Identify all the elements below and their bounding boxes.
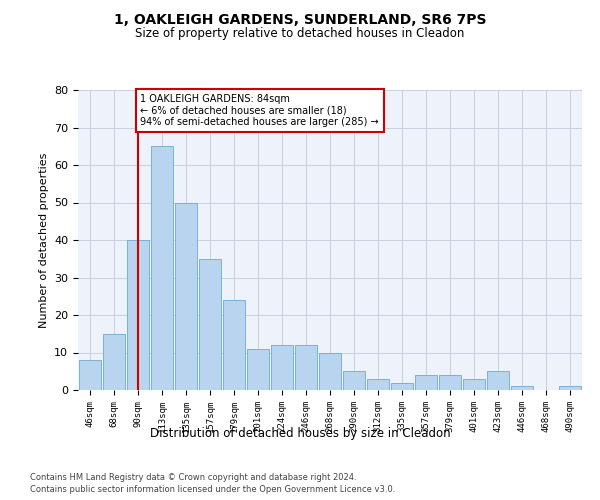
Bar	[151, 146, 173, 390]
Bar	[319, 352, 341, 390]
Text: Contains HM Land Registry data © Crown copyright and database right 2024.: Contains HM Land Registry data © Crown c…	[30, 472, 356, 482]
Bar	[223, 300, 245, 390]
Text: Contains public sector information licensed under the Open Government Licence v3: Contains public sector information licen…	[30, 485, 395, 494]
Text: 1 OAKLEIGH GARDENS: 84sqm
← 6% of detached houses are smaller (18)
94% of semi-d: 1 OAKLEIGH GARDENS: 84sqm ← 6% of detach…	[140, 94, 379, 127]
Bar	[199, 259, 221, 390]
Text: Distribution of detached houses by size in Cleadon: Distribution of detached houses by size …	[149, 428, 451, 440]
Bar	[271, 345, 293, 390]
Bar	[79, 360, 101, 390]
Bar	[175, 202, 197, 390]
Y-axis label: Number of detached properties: Number of detached properties	[38, 152, 49, 328]
Bar	[559, 386, 581, 390]
Bar	[511, 386, 533, 390]
Text: 1, OAKLEIGH GARDENS, SUNDERLAND, SR6 7PS: 1, OAKLEIGH GARDENS, SUNDERLAND, SR6 7PS	[114, 12, 486, 26]
Bar	[487, 371, 509, 390]
Bar	[415, 375, 437, 390]
Bar	[295, 345, 317, 390]
Bar	[103, 334, 125, 390]
Bar	[127, 240, 149, 390]
Bar	[391, 382, 413, 390]
Bar	[247, 349, 269, 390]
Bar	[343, 371, 365, 390]
Bar	[439, 375, 461, 390]
Text: Size of property relative to detached houses in Cleadon: Size of property relative to detached ho…	[136, 28, 464, 40]
Bar	[367, 379, 389, 390]
Bar	[463, 379, 485, 390]
